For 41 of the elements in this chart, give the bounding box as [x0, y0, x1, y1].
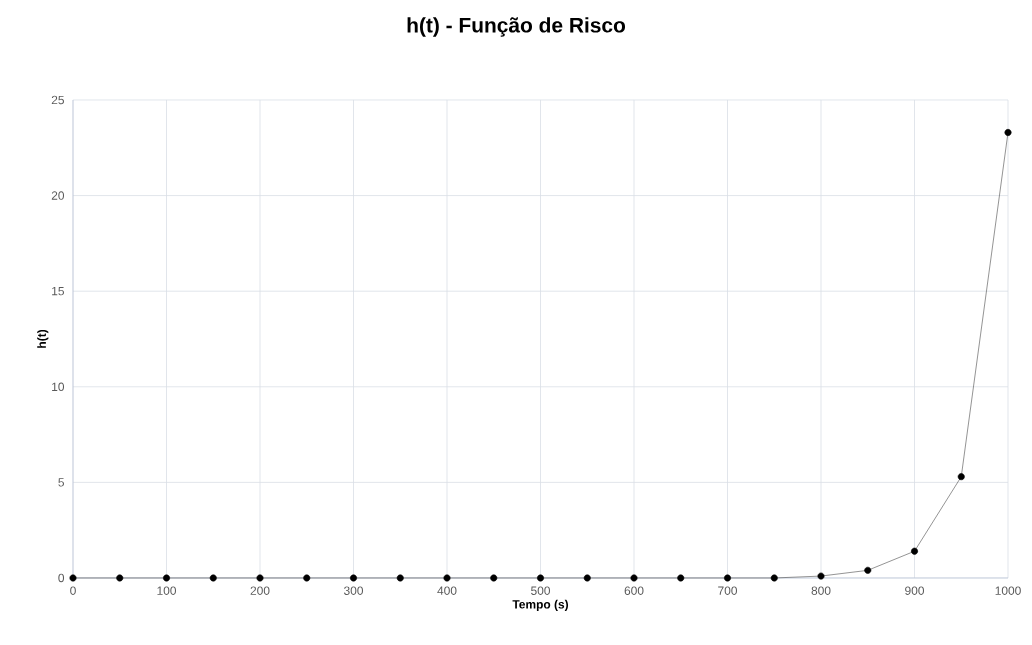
x-tick-label: 100	[157, 586, 177, 595]
x-tick-label: 300	[343, 586, 364, 595]
point	[583, 574, 591, 582]
x-tick-label: 1000	[995, 586, 1021, 595]
point	[537, 574, 544, 582]
x-tick-label: 600	[624, 586, 644, 595]
y-axis-title: h(t)	[37, 329, 49, 348]
point	[817, 572, 825, 580]
x-tick-label: 0	[70, 586, 76, 595]
point	[957, 473, 965, 481]
x-tick-label: 200	[250, 586, 270, 595]
y-tick-label: 5	[58, 478, 64, 487]
point	[490, 574, 498, 582]
x-axis-title: Tempo (s)	[512, 599, 569, 611]
x-tick-label: 500	[531, 586, 551, 595]
point	[116, 574, 124, 582]
y-tick-label: 25	[51, 95, 64, 105]
point	[911, 547, 918, 555]
point	[163, 574, 170, 582]
point	[209, 574, 217, 582]
point	[350, 574, 357, 582]
point	[69, 574, 77, 582]
chart-title: h(t) - Função de Risco	[407, 17, 626, 37]
point	[770, 574, 778, 582]
x-tick-label: 700	[718, 586, 738, 595]
y-tick-label: 15	[52, 287, 64, 296]
y-tick-label: 10	[52, 382, 65, 392]
point	[724, 574, 731, 582]
x-tick-label: 800	[811, 586, 831, 595]
point	[256, 574, 264, 582]
y-tick-label: 20	[51, 191, 65, 200]
point	[443, 574, 451, 582]
x-tick-label: 900	[905, 586, 925, 595]
point	[630, 574, 638, 582]
point	[677, 574, 685, 582]
point	[396, 574, 404, 582]
point	[303, 574, 311, 582]
point	[1004, 129, 1012, 136]
x-tick-label: 400	[437, 586, 457, 595]
y-tick-label: 0	[58, 573, 65, 583]
point	[864, 566, 872, 574]
